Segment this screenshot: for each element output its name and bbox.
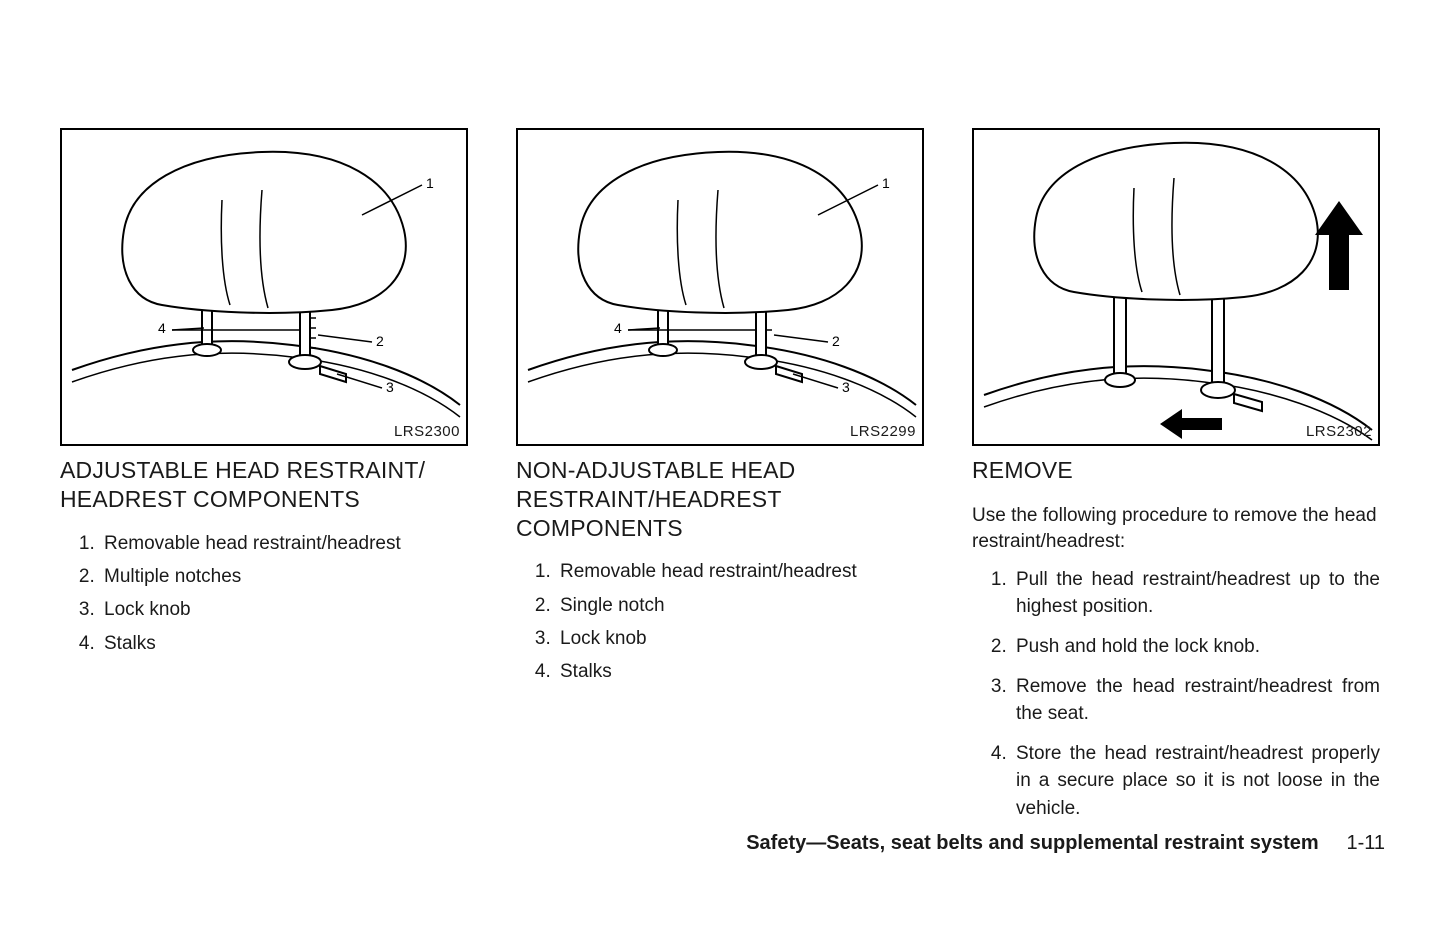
list-item: Push and hold the lock knob. [1012, 633, 1380, 661]
list-item: Multiple notches [100, 561, 468, 592]
svg-text:4: 4 [614, 320, 622, 336]
headrest-diagram-icon: 1 2 3 4 [62, 130, 466, 444]
list-adjustable: Removable head restraint/headrest Multip… [60, 528, 468, 661]
page-footer: Safety—Seats, seat belts and supplementa… [746, 832, 1385, 855]
figure-code: LRS2302 [1306, 423, 1372, 440]
headrest-remove-diagram-icon [974, 130, 1378, 444]
heading-remove: REMOVE [972, 456, 1380, 485]
svg-text:1: 1 [882, 175, 890, 191]
list-item: Stalks [556, 656, 924, 687]
list-nonadjustable: Removable head restraint/headrest Single… [516, 556, 924, 689]
svg-text:1: 1 [426, 175, 434, 191]
svg-text:2: 2 [832, 333, 840, 349]
list-item: Removable head restraint/headrest [100, 528, 468, 559]
svg-text:4: 4 [158, 320, 166, 336]
headrest-diagram-icon: 1 2 3 4 [518, 130, 922, 444]
column-container: 1 2 3 4 LRS2300 ADJUSTABLE HEAD RESTRAIN… [60, 128, 1385, 834]
list-remove: Pull the head restraint/headrest up to t… [972, 566, 1380, 834]
column-nonadjustable: 1 2 3 4 LRS2299 NON-ADJUSTABLE HEAD REST… [516, 128, 924, 834]
list-item: Pull the head restraint/headrest up to t… [1012, 566, 1380, 621]
list-item: Single notch [556, 590, 924, 621]
heading-adjustable: ADJUSTABLE HEAD RESTRAINT/ HEADREST COMP… [60, 456, 468, 514]
footer-section: Safety—Seats, seat belts and supplementa… [746, 832, 1318, 854]
figure-lrs2299: 1 2 3 4 LRS2299 [516, 128, 924, 446]
list-item: Stalks [100, 628, 468, 659]
column-adjustable: 1 2 3 4 LRS2300 ADJUSTABLE HEAD RESTRAIN… [60, 128, 468, 834]
list-item: Removable head restraint/headrest [556, 556, 924, 587]
figure-lrs2300: 1 2 3 4 LRS2300 [60, 128, 468, 446]
figure-code: LRS2300 [394, 423, 460, 440]
figure-code: LRS2299 [850, 423, 916, 440]
svg-text:3: 3 [386, 379, 394, 395]
manual-page: 1 2 3 4 LRS2300 ADJUSTABLE HEAD RESTRAIN… [0, 0, 1445, 929]
remove-intro: Use the following procedure to remove th… [972, 503, 1380, 556]
heading-nonadjustable: NON-ADJUSTABLE HEAD RESTRAINT/HEADREST C… [516, 456, 924, 542]
footer-spacer [1324, 832, 1341, 854]
svg-text:3: 3 [842, 379, 850, 395]
figure-lrs2302: LRS2302 [972, 128, 1380, 446]
list-item: Remove the head restraint/headrest from … [1012, 673, 1380, 728]
footer-page-number: 1-11 [1346, 832, 1385, 854]
list-item: Lock knob [100, 594, 468, 625]
svg-text:2: 2 [376, 333, 384, 349]
list-item: Store the head restraint/headrest proper… [1012, 740, 1380, 823]
list-item: Lock knob [556, 623, 924, 654]
column-remove: LRS2302 REMOVE Use the following procedu… [972, 128, 1380, 834]
